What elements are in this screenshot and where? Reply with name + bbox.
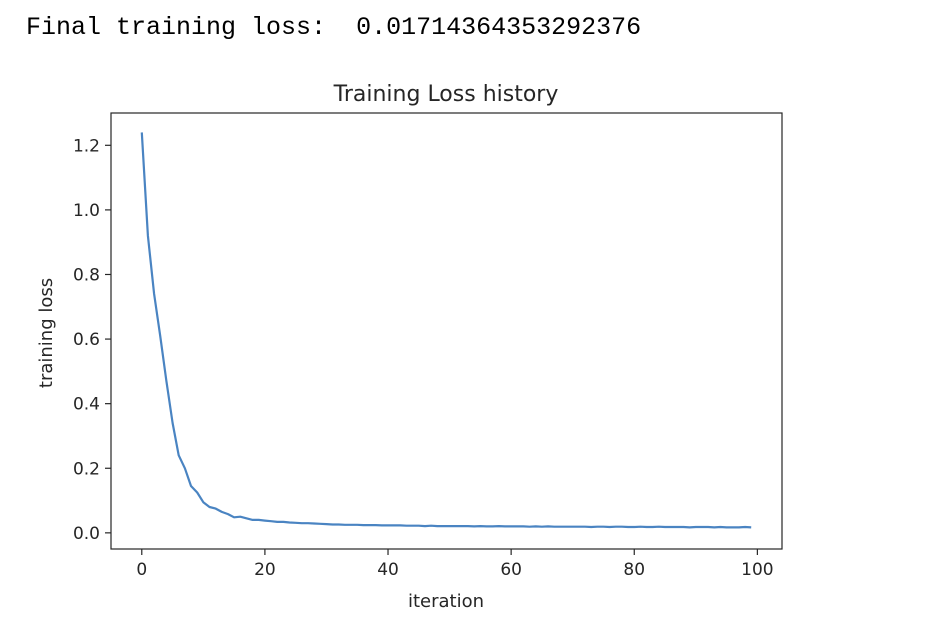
y-axis: 0.0 0.2 0.4 0.6 0.8 1.0 1.2 xyxy=(73,136,111,544)
x-tick-label: 0 xyxy=(136,560,147,580)
x-tick-label: 40 xyxy=(377,560,399,580)
x-tick-label: 80 xyxy=(623,560,645,580)
chart-title: Training Loss history xyxy=(333,82,559,107)
series-line-training-loss xyxy=(140,132,752,529)
y-tick-label: 0.0 xyxy=(73,524,100,544)
x-tick-label: 20 xyxy=(254,560,276,580)
y-tick-label: 0.4 xyxy=(73,395,100,415)
y-tick-label: 1.0 xyxy=(73,201,100,221)
output-label: Final training loss: xyxy=(26,13,327,42)
y-tick-label: 0.6 xyxy=(73,330,100,350)
plot-frame xyxy=(110,112,783,550)
y-tick-label: 0.8 xyxy=(73,265,100,285)
output-value: 0.01714364353292376 xyxy=(356,13,642,42)
x-tick-label: 100 xyxy=(741,560,773,580)
x-tick-label: 60 xyxy=(500,560,522,580)
y-tick-label: 0.2 xyxy=(73,459,100,479)
x-axis: 0 20 40 60 80 100 xyxy=(136,549,774,580)
y-tick-label: 1.2 xyxy=(73,136,100,156)
output-text: Final training loss: 0.01714364353292376 xyxy=(26,10,641,46)
plot-area xyxy=(110,112,783,550)
x-axis-label: iteration xyxy=(408,591,484,612)
y-axis-label: training loss xyxy=(36,278,57,388)
